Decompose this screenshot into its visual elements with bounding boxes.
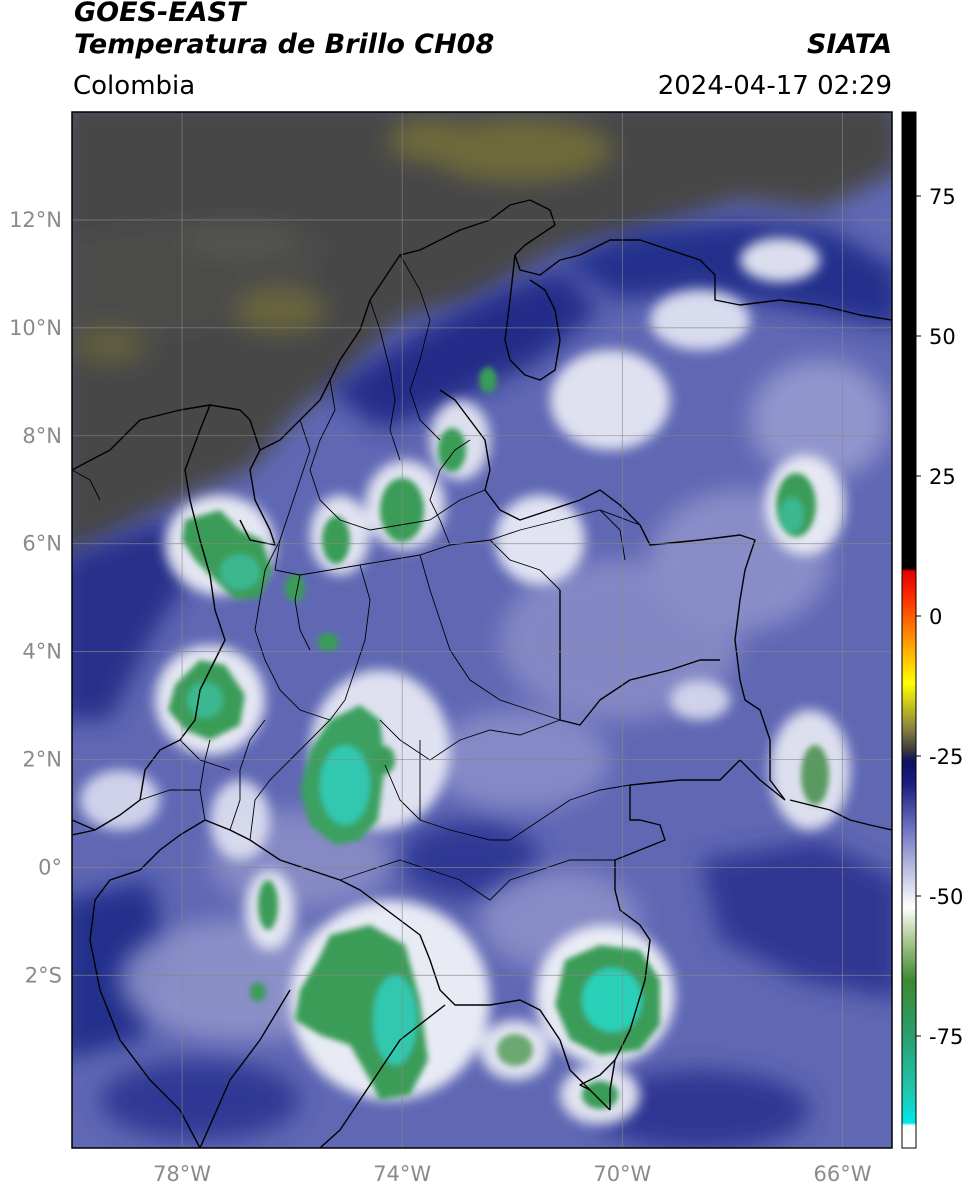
satellite-image bbox=[72, 112, 892, 1148]
lon-tick-label: 78°W bbox=[153, 1162, 211, 1186]
coastline-pacific bbox=[72, 404, 226, 836]
lat-tick-label: 12°N bbox=[9, 208, 62, 232]
border-ecuador-peru bbox=[89, 819, 206, 1148]
lat-tick-labels: 12°N 10°N 8°N 6°N 4°N 2°N 0° 2°S bbox=[9, 208, 62, 987]
datetime-label: 2024-04-17 02:29 bbox=[657, 71, 892, 101]
colorbar-tick-label: 50 bbox=[929, 325, 956, 349]
border-ecuador-coast bbox=[72, 819, 96, 831]
border-peru-brazil bbox=[319, 1004, 446, 1148]
colorbar-frame bbox=[901, 111, 917, 1149]
cell-narino bbox=[250, 982, 266, 1002]
cell-maracaibo bbox=[479, 367, 497, 393]
trapezio-amazonico bbox=[579, 1059, 616, 1091]
cell-central-core bbox=[320, 745, 370, 825]
colorbar-ticks: 75 50 25 0 -25 -50 -75 bbox=[916, 185, 963, 1049]
peru-inner bbox=[199, 989, 291, 1148]
lon-tick-labels: 78°W 74°W 70°W 66°W bbox=[153, 1162, 872, 1186]
region-label: Colombia bbox=[73, 71, 196, 101]
map-frame bbox=[71, 111, 893, 1149]
lat-tick-label: 2°S bbox=[25, 963, 62, 987]
lat-tick-label: 0° bbox=[38, 855, 62, 879]
cell-caldas bbox=[317, 633, 339, 651]
cell-putumayo bbox=[497, 1034, 533, 1066]
border-venezuela-guyana bbox=[789, 799, 892, 831]
cell-andes-west bbox=[322, 516, 350, 564]
lon-tick-label: 70°W bbox=[593, 1162, 651, 1186]
border-colombia-brazil bbox=[609, 759, 786, 1110]
border-panama-colombia bbox=[239, 449, 276, 546]
cell-valle bbox=[285, 574, 305, 602]
colorbar-tick-label: 0 bbox=[929, 605, 942, 629]
lat-tick-label: 10°N bbox=[9, 316, 62, 340]
colorbar-tick-label: 25 bbox=[929, 465, 956, 489]
lat-tick-label: 2°N bbox=[22, 748, 62, 772]
cell-south-east-core bbox=[582, 968, 642, 1032]
colorbar-gradient bbox=[902, 112, 916, 1148]
cell-catatumbo bbox=[438, 428, 466, 472]
cell-venezuela-east-core bbox=[780, 497, 804, 533]
satellite-title: GOES-EAST bbox=[74, 0, 246, 28]
colorbar: 75 50 25 0 -25 -50 -75 bbox=[901, 111, 963, 1149]
lat-tick-label: 6°N bbox=[22, 532, 62, 556]
colorbar-tick-label: -25 bbox=[929, 745, 963, 769]
cell-amazonas-south bbox=[582, 1081, 618, 1109]
border-colombia-peru bbox=[204, 819, 611, 1111]
colorbar-tick-label: -75 bbox=[929, 1025, 963, 1049]
lon-tick-label: 74°W bbox=[373, 1162, 431, 1186]
convective-cells bbox=[168, 367, 829, 1109]
gridlines bbox=[72, 112, 892, 1148]
country-borders bbox=[72, 199, 892, 1148]
colorbar-tick-label: 75 bbox=[929, 185, 956, 209]
cell-pacific-south-core bbox=[187, 682, 223, 718]
product-title: Temperatura de Brillo CH08 bbox=[74, 29, 495, 60]
brand-label: SIATA bbox=[806, 29, 892, 60]
department-borders bbox=[72, 254, 641, 901]
cell-pacific-north-core bbox=[220, 554, 260, 590]
cell-south-center-core bbox=[373, 975, 417, 1065]
lon-tick-label: 66°W bbox=[813, 1162, 871, 1186]
dry-air-layer bbox=[72, 112, 892, 554]
colorbar-tick-label: -50 bbox=[929, 885, 963, 909]
cell-orinoco bbox=[801, 745, 829, 805]
lat-tick-label: 4°N bbox=[22, 640, 62, 664]
lat-tick-label: 8°N bbox=[22, 424, 62, 448]
cell-huila bbox=[375, 746, 395, 774]
cell-amazon-west bbox=[258, 880, 278, 930]
border-amazonas bbox=[559, 590, 720, 726]
coastline-maracaibo bbox=[504, 254, 561, 381]
border-colombia-venezuela bbox=[439, 389, 786, 801]
